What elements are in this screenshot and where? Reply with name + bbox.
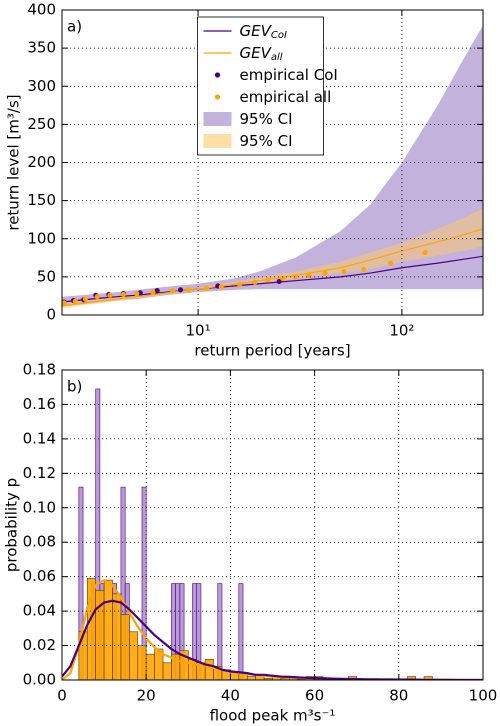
point: [361, 266, 367, 272]
legend-box: [197, 16, 324, 156]
x-tick-label: 40: [221, 687, 240, 705]
y-tick-label: 0.08: [23, 533, 56, 551]
legend-label: empirical CoI: [240, 66, 338, 84]
legend-name: empirical all: [240, 88, 332, 106]
y-tick-label: 400: [27, 1, 56, 19]
axes-frame: [61, 9, 484, 316]
histogram-bar: [95, 388, 101, 680]
point: [169, 288, 176, 294]
y-tick-label: 0: [46, 306, 56, 324]
x-tick-label: 60: [305, 687, 324, 705]
y-tick-label: 0.06: [23, 567, 56, 585]
point: [154, 288, 160, 294]
legend-label: empirical all: [240, 88, 332, 106]
histogram-bar: [217, 583, 223, 680]
histogram-bar: [137, 645, 147, 680]
legend-swatch: [214, 94, 221, 100]
y-axis-label: probability p: [3, 478, 21, 572]
point: [72, 298, 78, 304]
legend-label: GEVCoI: [240, 22, 287, 42]
y-tick-label: 200: [27, 153, 56, 171]
x-tick-label: 80: [389, 687, 408, 705]
point: [280, 275, 286, 281]
point: [341, 268, 347, 275]
y-tick-label: 300: [27, 77, 56, 95]
point: [107, 292, 113, 298]
legend-swatch: [203, 134, 232, 148]
legend-name: empirical CoI: [240, 66, 338, 84]
y-tick-label: 0.04: [23, 602, 56, 620]
legend-name: 95% CI: [240, 110, 293, 128]
point: [276, 278, 282, 285]
point: [252, 279, 258, 285]
axes-frame: [61, 369, 484, 681]
plot-area: [62, 25, 483, 309]
histogram-bar: [162, 662, 172, 680]
point: [237, 281, 243, 288]
y-tick-label: 100: [27, 229, 56, 247]
y-tick-label: 0.12: [23, 464, 56, 482]
point: [120, 291, 126, 298]
y-tick-label: 250: [27, 115, 56, 133]
histogram-bar: [238, 583, 244, 680]
point: [177, 287, 184, 293]
x-tick-label: 0: [57, 687, 67, 705]
y-tick-label: 350: [27, 39, 56, 57]
point: [387, 260, 394, 266]
point: [203, 285, 210, 291]
histogram-bar: [246, 676, 256, 680]
panel-label: b): [67, 378, 82, 396]
line: [62, 228, 483, 307]
panel-label: a): [67, 18, 82, 36]
y-tick-label: 0.00: [23, 671, 56, 689]
y-tick-label: 0.02: [23, 636, 56, 654]
histogram-bar: [120, 614, 130, 680]
x-axis-label: return period [years]: [194, 342, 350, 360]
point: [218, 284, 224, 290]
histogram-bar: [145, 653, 155, 680]
x-tick-label: 100: [469, 687, 498, 705]
legend-subscript: all: [271, 52, 283, 63]
y-tick-label: 0.14: [23, 429, 56, 447]
x-tick-label: 10¹: [186, 322, 211, 340]
legend-swatch: [214, 72, 221, 78]
histogram-bar: [129, 631, 139, 680]
legend-name: 95% CI: [240, 132, 293, 150]
x-axis-label: flood peak m³s⁻¹: [210, 707, 336, 725]
y-tick-label: 0.10: [23, 498, 56, 516]
x-tick-label: 10²: [389, 322, 414, 340]
y-axis-label: return level [m³/s]: [5, 94, 23, 230]
legend-name: GEV: [240, 22, 273, 40]
plot-area: [62, 388, 483, 680]
confidence-band: [62, 25, 483, 307]
point: [186, 287, 192, 293]
point: [150, 289, 156, 295]
point: [62, 300, 67, 306]
legend-label: GEVall: [240, 44, 283, 64]
legend-label: 95% CI: [240, 110, 293, 128]
histogram-bar: [141, 486, 147, 680]
histogram-bar: [112, 593, 122, 680]
point: [265, 277, 271, 283]
point: [322, 270, 328, 276]
point: [82, 296, 88, 302]
x-tick-label: 20: [137, 687, 156, 705]
histogram-bar: [103, 579, 113, 680]
legend-label: 95% CI: [240, 132, 293, 150]
y-tick-label: 150: [27, 191, 56, 209]
legend-name: GEV: [240, 44, 273, 62]
point: [94, 294, 100, 300]
confidence-band: [62, 208, 483, 309]
point: [292, 274, 298, 280]
y-tick-label: 50: [37, 267, 56, 285]
y-tick-label: 0.18: [23, 361, 56, 379]
point: [134, 291, 140, 297]
histogram-bar: [204, 659, 214, 680]
point: [422, 249, 428, 256]
legend-swatch: [203, 112, 232, 126]
legend-subscript: CoI: [271, 30, 287, 41]
y-tick-label: 0.16: [23, 395, 56, 413]
histogram-bar: [78, 486, 84, 680]
